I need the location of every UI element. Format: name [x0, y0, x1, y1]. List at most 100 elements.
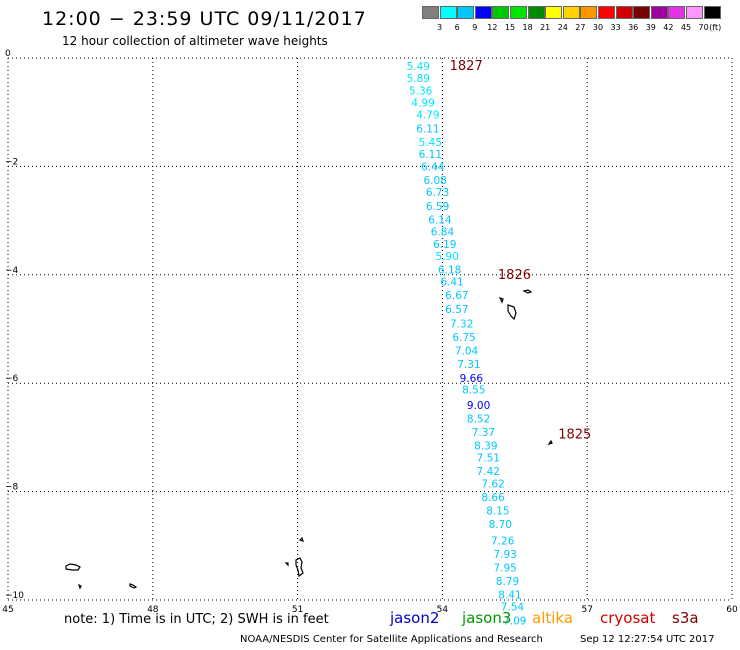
- wave-height-label: 5.49: [407, 61, 430, 73]
- wave-height-label: 8.39: [474, 441, 497, 453]
- wave-height-label: 7.93: [493, 549, 516, 561]
- color-scale-label: 36: [628, 23, 639, 32]
- color-scale-swatch: [598, 6, 615, 19]
- pass-time-label: 1827: [450, 59, 483, 74]
- y-tick-label: −2: [5, 157, 18, 167]
- wave-height-label: 6.59: [426, 201, 449, 213]
- y-tick-label: 0: [5, 49, 11, 59]
- wave-height-label: 7.31: [457, 359, 480, 371]
- color-scale-label: 15: [504, 23, 516, 32]
- wave-height-label: 4.99: [411, 97, 434, 109]
- satellite-name: altika: [532, 609, 574, 627]
- x-tick-label: 57: [581, 605, 592, 615]
- island-outline: [65, 563, 81, 571]
- color-scale-swatch: [439, 6, 457, 19]
- color-scale-swatch: [527, 6, 545, 19]
- wave-height-label: 8.79: [496, 576, 519, 588]
- wave-height-label: 7.51: [477, 452, 500, 464]
- color-scale-label: 21: [540, 23, 551, 32]
- color-scale-label: 70: [698, 23, 709, 32]
- wave-height-label: 6.73: [426, 187, 449, 199]
- wave-height-label: 8.15: [486, 506, 509, 518]
- wave-height-label: 7.62: [481, 478, 504, 490]
- wave-height-label: 7.04: [455, 346, 479, 358]
- pass-time-label: 1826: [498, 268, 531, 283]
- color-scale-label: 27: [575, 23, 586, 32]
- wave-height-label: 5.89: [407, 73, 430, 85]
- color-scale-label: 3: [437, 23, 443, 32]
- wave-height-label: 8.41: [498, 590, 521, 602]
- credit-line: NOAA/NESDIS Center for Satellite Applica…: [240, 634, 543, 645]
- color-scale-swatch: [580, 6, 598, 19]
- wave-height-label: 7.26: [491, 535, 515, 547]
- island-outline: [77, 583, 82, 590]
- island-outline: [498, 296, 504, 304]
- wave-height-label: 9.66: [460, 373, 484, 385]
- y-tick-label: −4: [5, 266, 19, 276]
- wave-height-label: 8.55: [462, 385, 485, 397]
- wave-height-label: 4.79: [416, 109, 439, 121]
- pass-time-label: 1825: [558, 428, 591, 443]
- color-scale-swatch: [633, 6, 651, 19]
- wave-height-label: 6.41: [440, 276, 463, 288]
- island-outline: [547, 439, 553, 446]
- island-outline: [507, 304, 517, 321]
- color-scale-swatch: [703, 6, 721, 19]
- color-scale-swatch: [650, 6, 668, 19]
- wave-height-label: 7.32: [450, 319, 473, 331]
- wave-height-label: 8.66: [481, 492, 505, 504]
- color-scale-swatch: [686, 6, 703, 19]
- color-scale-label: 30: [592, 23, 604, 32]
- island-outline: [522, 289, 533, 294]
- color-scale-swatch: [668, 6, 686, 19]
- color-scale-swatch: [562, 6, 580, 19]
- wave-height-label: 6.75: [452, 332, 475, 344]
- chart-subtitle: 12 hour collection of altimeter wave hei…: [62, 34, 328, 48]
- wave-height-label: 6.08: [423, 175, 446, 187]
- wave-height-label: 6.18: [438, 264, 461, 276]
- wave-height-label: 7.54: [501, 602, 525, 614]
- island-outline: [295, 557, 304, 578]
- color-scale-swatch: [422, 6, 439, 19]
- x-tick-label: 48: [147, 605, 159, 615]
- wave-height-label: 8.70: [489, 519, 512, 531]
- wave-height-label: 7.95: [493, 562, 516, 574]
- wave-height-label: 5.90: [436, 251, 459, 263]
- color-scale-label: 6: [454, 23, 460, 32]
- y-tick-label: −6: [5, 374, 19, 384]
- color-scale-label: 42: [663, 23, 674, 32]
- satellite-name: jason2: [390, 609, 440, 627]
- wave-height-label: 6.57: [445, 304, 468, 316]
- color-scale-label: 12: [487, 23, 498, 32]
- satellite-name: cryosat: [600, 609, 656, 627]
- wave-height-label: 6.44: [421, 161, 445, 173]
- color-scale-label: 24: [557, 23, 568, 32]
- color-scale-label: 45: [680, 23, 692, 32]
- footer-note: note: 1) Time is in UTC; 2) SWH is in fe…: [64, 612, 329, 627]
- color-scale-swatch: [474, 6, 492, 19]
- wave-height-label: 6.14: [428, 215, 452, 227]
- wave-height-label: 6.11: [419, 149, 442, 161]
- color-scale-swatch: [615, 6, 633, 19]
- wave-height-label: 7.09: [503, 616, 526, 628]
- color-scale-label: 18: [522, 23, 533, 32]
- generation-timestamp: Sep 12 12:27:54 UTC 2017: [580, 634, 715, 645]
- color-scale-swatch: [510, 6, 527, 19]
- wave-height-label: 8.52: [467, 413, 490, 425]
- y-tick-label: −8: [5, 483, 19, 493]
- color-scale-unit: (ft): [709, 23, 722, 32]
- wave-height-label: 6.19: [433, 239, 456, 251]
- y-tick-label: −10: [5, 591, 24, 601]
- wave-height-label: 9.00: [467, 400, 490, 412]
- wave-height-label: 6.67: [445, 290, 468, 302]
- color-scale-label: 33: [610, 23, 621, 32]
- color-scale-label: 39: [645, 23, 656, 32]
- satellite-name: jason3: [462, 609, 512, 627]
- wave-height-label: 6.11: [416, 123, 439, 135]
- wave-height-label: 7.37: [472, 427, 495, 439]
- color-scale-swatch: [545, 6, 563, 19]
- island-outline: [298, 536, 304, 542]
- x-tick-label: 54: [437, 605, 449, 615]
- wave-height-label: 6.84: [431, 226, 455, 238]
